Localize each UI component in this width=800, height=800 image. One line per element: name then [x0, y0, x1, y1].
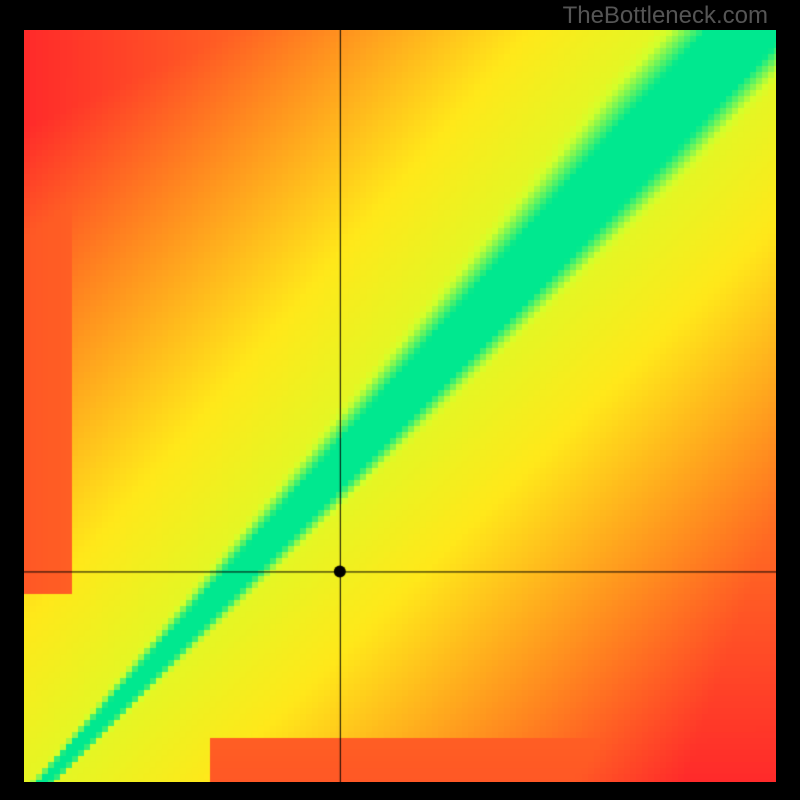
- bottleneck-heatmap: [24, 30, 776, 782]
- watermark-text: TheBottleneck.com: [563, 2, 768, 30]
- chart-container: TheBottleneck.com: [0, 0, 800, 800]
